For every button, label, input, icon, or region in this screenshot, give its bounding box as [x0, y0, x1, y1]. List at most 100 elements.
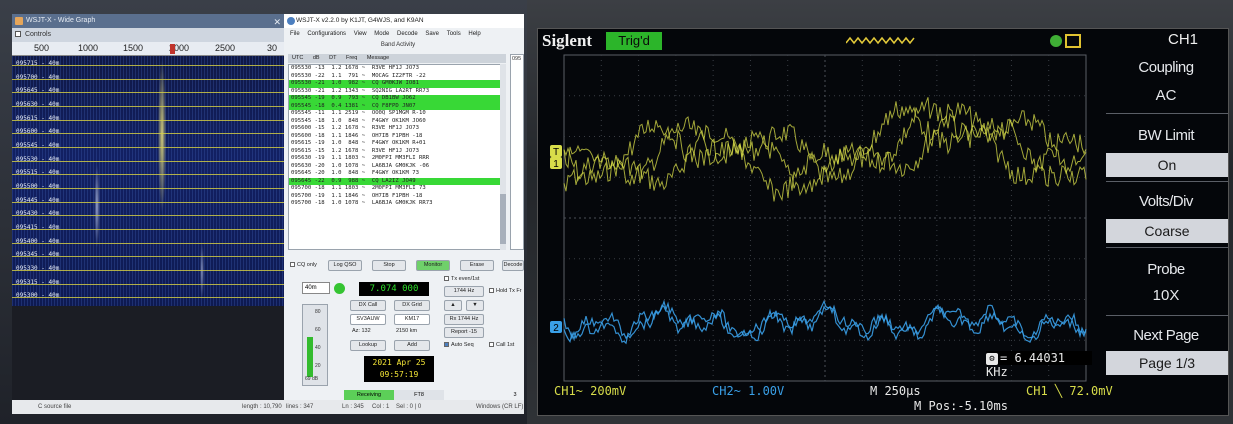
menu-file[interactable]: File	[290, 31, 300, 37]
decode-row[interactable]: 095545 -18 0.4 1381 ~ CQ F8FPD JN07	[289, 102, 505, 110]
monitor-button[interactable]: Monitor	[416, 260, 450, 271]
wide-graph-title: WSJT-X - Wide Graph	[26, 17, 96, 24]
decode-row[interactable]: 095615 -15 1.2 1678 ~ R3VE HF1J JO73	[291, 147, 419, 154]
erase-button[interactable]: Erase	[460, 260, 494, 271]
rx-panel-text: 095	[512, 56, 522, 62]
lookup-button[interactable]: Lookup	[350, 340, 386, 351]
menu-mode[interactable]: Mode	[374, 31, 390, 37]
menu-tools[interactable]: Tools	[446, 31, 461, 37]
menu-divider	[1106, 315, 1228, 316]
decode-row[interactable]: 095645 -20 1.0 848 ~ F4GWY OK1KM 73	[291, 170, 419, 176]
log-qso-button[interactable]: Log QSO	[328, 260, 362, 271]
controls-checkbox[interactable]	[15, 31, 21, 38]
waterfall-time-label: 095645 - 40m	[16, 87, 60, 94]
waterfall-time-label: 095545 - 40m	[16, 142, 60, 149]
waterfall-period-line	[12, 256, 284, 257]
tx-up-button[interactable]: ▲	[444, 300, 462, 311]
header-utc: UTC	[292, 55, 304, 61]
control-buttons-row: CQ only Log QSO Stop Monitor Erase Decod…	[288, 260, 524, 272]
timebase: M 250μs	[870, 384, 921, 398]
decode-row[interactable]: 095545 -19 0.9 793 ~ CQ DB1BW JO62	[289, 95, 505, 103]
decode-row[interactable]: 095530 -22 1.1 791 ~ MOCAG IZ2FTR -22	[291, 72, 426, 79]
call-1st-checkbox[interactable]: Call 1st	[489, 342, 514, 348]
waterfall-period-line	[12, 297, 284, 298]
decode-row[interactable]: 095630 -19 1.1 1803 ~ 2M0FPI MM3FLI RRR	[291, 155, 430, 161]
decode-button[interactable]: Decode	[502, 260, 524, 271]
auto-seq-label: Auto Seq	[451, 342, 474, 348]
editor-status-bar: C source file length : 10,790 lines : 34…	[12, 400, 524, 414]
editor-sel: Sel : 0 | 0	[396, 404, 422, 410]
menu-help[interactable]: Help	[468, 31, 481, 37]
decode-row[interactable]: 095530 -21 1.2 1343 ~ SQ2NIG LA2RT RR73	[291, 87, 430, 94]
dx-call-input[interactable]: SV3AUW	[350, 314, 386, 325]
volts-div-value[interactable]: Coarse	[1106, 219, 1228, 243]
bw-limit-value[interactable]: On	[1106, 153, 1228, 177]
rx-hz-spinbox[interactable]: Rx 1744 Hz	[444, 314, 484, 325]
header-dt: DT	[329, 55, 337, 61]
waterfall-period-line	[12, 65, 284, 66]
waterfall-time-label: 095315 - 40m	[16, 279, 60, 286]
scrollbar-thumb[interactable]	[500, 194, 506, 244]
menu-decode[interactable]: Decode	[396, 31, 418, 37]
waterfall-display[interactable]: 095715 - 40m 095700 - 40m 095645 - 40m 0956…	[12, 56, 284, 306]
add-button[interactable]: Add	[394, 340, 430, 351]
band-select[interactable]: 40m	[302, 282, 330, 294]
waterfall-time-label: 095600 - 40m	[16, 128, 60, 135]
waterfall-time-label: 095330 - 40m	[16, 265, 60, 272]
decode-row[interactable]: 095600 -15 1.2 1678 ~ R3VE HF1J JO73	[291, 125, 419, 131]
menu-save[interactable]: Save	[425, 31, 440, 37]
wsjtx-status-bar: Receiving FT8 3	[284, 390, 524, 400]
rx-frequency-panel[interactable]: 095	[510, 54, 524, 250]
decode-row[interactable]: 095700 -19 1.1 1846 ~ OH7IB F1PBH -18	[291, 192, 423, 199]
tx-even-checkbox[interactable]: Tx even/1st	[444, 276, 479, 282]
wide-graph-titlebar[interactable]: WSJT-X - Wide Graph ✕	[12, 14, 284, 28]
editor-length: length : 10,790	[242, 404, 282, 410]
decode-row[interactable]: 095700 -18 1.0 1078 ~ LA6BJA GM0KJK RR73	[291, 200, 433, 206]
editor-ln: Ln : 345	[342, 404, 364, 410]
decode-row[interactable]: 095615 -19 1.0 848 ~ F4GWY OK1KM R+01	[291, 140, 426, 146]
trigger-level-marker-label: T	[553, 147, 559, 158]
hold-tx-freq-checkbox[interactable]: Hold Tx Fr	[489, 288, 522, 294]
cq-only-label: CQ only	[297, 262, 317, 268]
wide-graph-controls[interactable]: Controls	[12, 28, 284, 42]
decode-row[interactable]: 095700 -18 1.1 1803 ~ 2M0FPI MM3FLI 73	[291, 185, 426, 191]
band-activity-list[interactable]: 095530 -13 1.2 1678 ~ R3VE HF1J JO73 0955…	[288, 64, 506, 250]
decode-row[interactable]: 095645 -22 0.9 988 ~ CQ LA2IZ JO49	[289, 177, 505, 185]
frequency-counter-value: = 6.44031 KHz	[986, 351, 1066, 379]
decode-row[interactable]: 095630 -20 1.0 1078 ~ LA6BJA GM0KJK -06	[291, 162, 430, 169]
tx-down-button[interactable]: ▼	[466, 300, 484, 311]
decode-row[interactable]: 095545 -11 1.1 2519 ~ OO0Q SP1MGM R-10	[291, 110, 426, 116]
wsjtx-titlebar[interactable]: WSJT-X v2.2.0 by K1JT, G4WJS, and K9AN	[284, 14, 524, 28]
band-activity-scrollbar[interactable]	[500, 64, 506, 250]
trigger-level-marker	[550, 145, 562, 157]
dx-call-label: DX Call	[350, 300, 386, 311]
wsjtx-main-window: WSJT-X v2.2.0 by K1JT, G4WJS, and K9AN F…	[284, 14, 524, 400]
auto-seq-checkbox[interactable]: Auto Seq	[444, 342, 474, 348]
menu-view[interactable]: View	[353, 31, 367, 37]
status-number: 3	[513, 392, 517, 398]
menu-configurations[interactable]: Configurations	[307, 31, 347, 37]
waterfall-time-label: 095430 - 40m	[16, 210, 60, 217]
cq-only-checkbox[interactable]: CQ only	[290, 262, 317, 268]
next-page-value[interactable]: Page 1/3	[1106, 351, 1228, 375]
waterfall-period-line	[12, 106, 284, 107]
report-spinbox[interactable]: Report -15	[444, 327, 484, 338]
signal-level-fill	[307, 337, 313, 377]
decode-row[interactable]: 095530 -13 1.2 1678 ~ R3VE HF1J JO73	[291, 65, 419, 71]
dx-grid-input[interactable]: KM17	[394, 314, 430, 325]
editor-eol: Windows (CR LF)	[476, 404, 524, 410]
coupling-value[interactable]: AC	[1155, 87, 1177, 104]
close-icon[interactable]: ✕	[273, 17, 281, 27]
siglent-logo: Siglent	[542, 31, 593, 50]
tx-frequency-marker[interactable]	[170, 44, 175, 54]
ch2-trace	[563, 299, 1087, 343]
decode-row[interactable]: 095530 -21 1.0 982 ~ CQ GM0KJW IO81	[289, 80, 505, 88]
tx-hz-spinbox[interactable]: 1744 Hz	[444, 286, 484, 297]
stop-button[interactable]: Stop	[372, 260, 406, 271]
waterfall-period-line	[12, 120, 284, 121]
decode-row[interactable]: 095545 -18 1.0 848 ~ F4GWY OK1KM JO60	[291, 117, 426, 124]
tx-even-label: Tx even/1st	[451, 276, 480, 282]
probe-value[interactable]: 10X	[1152, 287, 1180, 304]
decode-row[interactable]: 095600 -18 1.1 1846 ~ OH7IB F1PBH -18	[291, 132, 423, 139]
